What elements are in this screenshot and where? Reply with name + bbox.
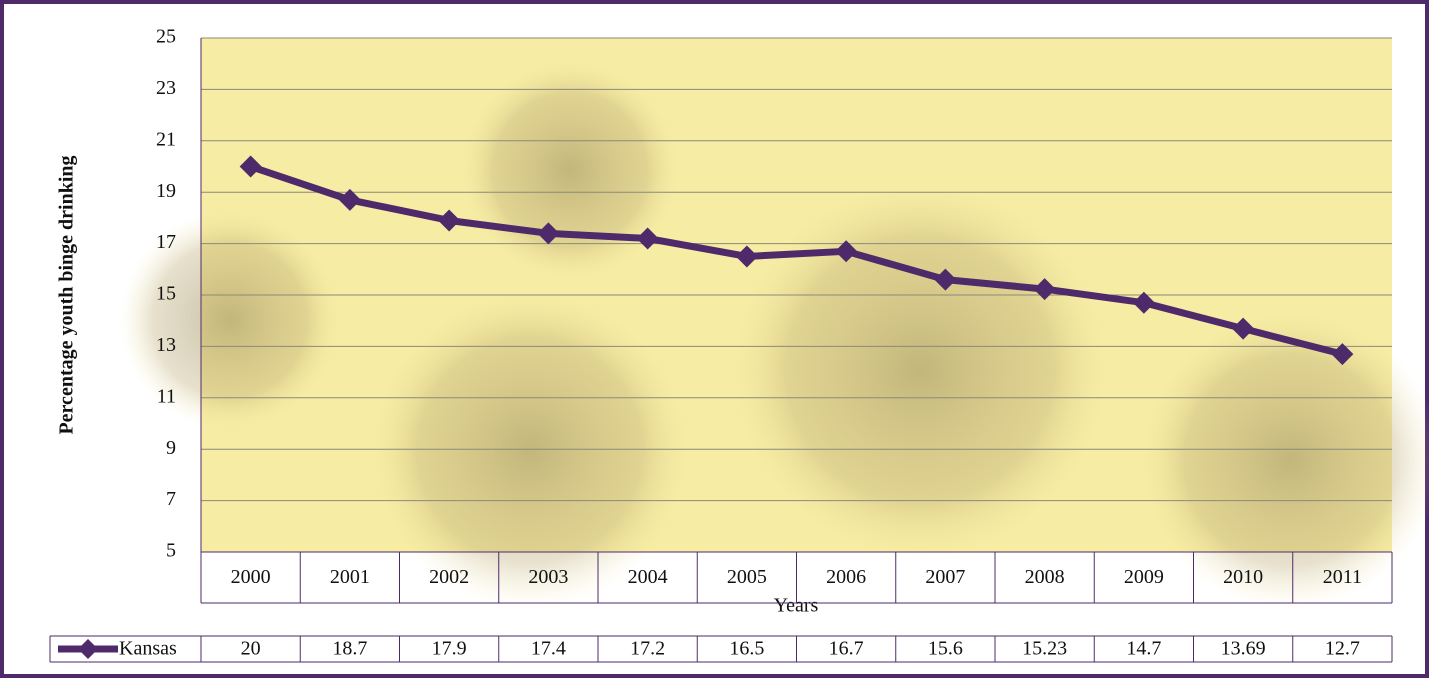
table-value: 16.7	[829, 638, 864, 660]
table-value: 14.7	[1126, 638, 1161, 660]
y-tick-label: 5	[166, 540, 176, 562]
y-tick-label: 21	[156, 128, 176, 150]
y-tick-label: 15	[156, 283, 176, 305]
x-tick-label: 2004	[628, 566, 668, 588]
chart: Percentage youth binge drinking Years 57…	[0, 0, 1429, 678]
y-tick-label: 23	[156, 77, 176, 99]
table-value: 12.7	[1325, 638, 1360, 660]
x-tick-label: 2010	[1223, 566, 1263, 588]
table-value: 15.23	[1022, 638, 1067, 660]
y-tick-label: 9	[166, 437, 176, 459]
y-tick-label: 19	[156, 180, 176, 202]
table-value: 15.6	[928, 638, 963, 660]
table-value: 16.5	[729, 638, 764, 660]
x-tick-label: 2001	[330, 566, 370, 588]
x-tick-label: 2007	[925, 566, 965, 588]
y-tick-label: 25	[156, 26, 176, 48]
table-value: 17.2	[630, 638, 665, 660]
x-tick-label: 2009	[1124, 566, 1164, 588]
table-value: 17.4	[531, 638, 566, 660]
y-tick-label: 13	[156, 334, 176, 356]
x-tick-label: 2006	[826, 566, 866, 588]
x-tick-label: 2000	[231, 566, 271, 588]
table-value: 13.69	[1221, 638, 1266, 660]
table-value: 20	[241, 638, 261, 660]
x-tick-label: 2003	[528, 566, 568, 588]
y-tick-label: 17	[156, 231, 176, 253]
legend-label: Kansas	[119, 638, 177, 660]
table-value: 17.9	[432, 638, 467, 660]
x-tick-label: 2002	[429, 566, 469, 588]
y-tick-label: 7	[166, 488, 176, 510]
x-tick-label: 2008	[1025, 566, 1065, 588]
table-value: 18.7	[332, 638, 367, 660]
x-tick-label: 2005	[727, 566, 767, 588]
x-tick-label: 2011	[1323, 566, 1362, 588]
y-tick-label: 11	[157, 385, 176, 407]
y-axis-label: Percentage youth binge drinking	[56, 155, 78, 434]
